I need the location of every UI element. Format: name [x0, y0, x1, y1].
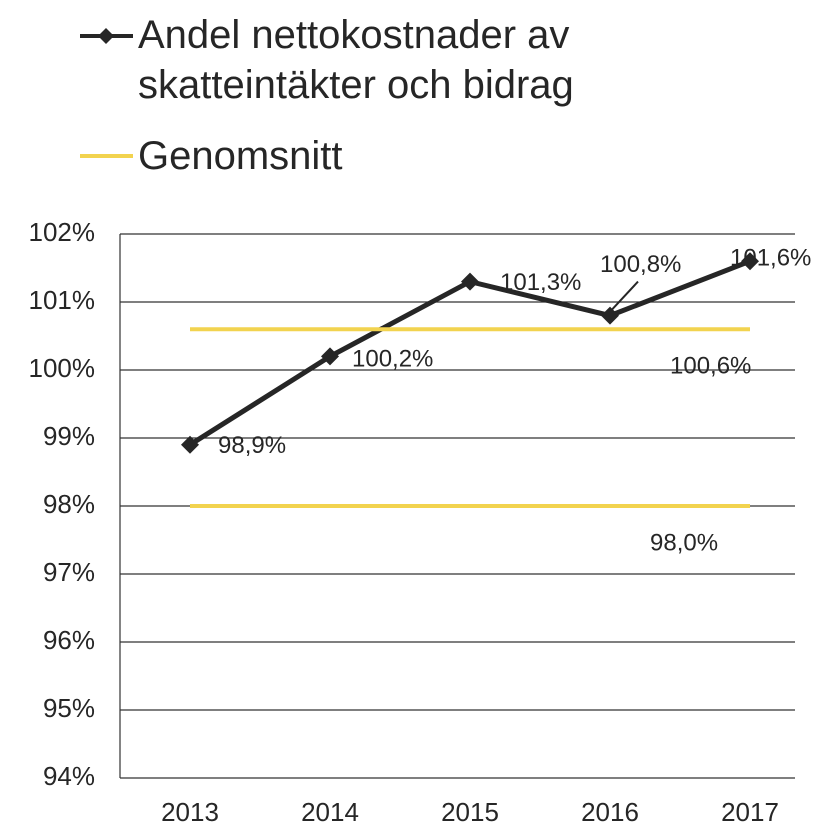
data-label: 101,3%: [500, 269, 581, 296]
y-tick-label: 102%: [29, 217, 96, 247]
y-tick-label: 94%: [43, 761, 95, 791]
data-label: 100,2%: [352, 346, 433, 373]
legend-label: Andel nettokostnader av skatteintäkter o…: [138, 13, 574, 107]
x-tick-label: 2014: [301, 797, 359, 827]
y-tick-label: 95%: [43, 693, 95, 723]
data-label: 101,6%: [730, 245, 811, 272]
data-label: 100,8%: [600, 251, 681, 278]
legend-label: Genomsnitt: [138, 134, 343, 178]
data-label: 98,9%: [218, 432, 286, 459]
x-tick-label: 2016: [581, 797, 639, 827]
data-point: [741, 252, 759, 271]
data-point: [321, 347, 339, 366]
y-tick-label: 98%: [43, 489, 95, 519]
x-tick-label: 2013: [161, 797, 219, 827]
data-point: [601, 306, 619, 325]
data-label: 100,6%: [670, 353, 751, 380]
data-label: 98,0%: [650, 529, 718, 556]
y-tick-label: 100%: [29, 353, 96, 383]
leader-line: [611, 280, 639, 311]
y-tick-label: 101%: [29, 285, 96, 315]
y-tick-label: 97%: [43, 557, 95, 587]
y-tick-label: 96%: [43, 625, 95, 655]
data-point: [461, 272, 479, 291]
legend-marker: [98, 28, 114, 44]
x-tick-label: 2017: [721, 797, 779, 827]
y-tick-label: 99%: [43, 421, 95, 451]
x-tick-label: 2015: [441, 797, 499, 827]
data-point: [181, 435, 199, 454]
